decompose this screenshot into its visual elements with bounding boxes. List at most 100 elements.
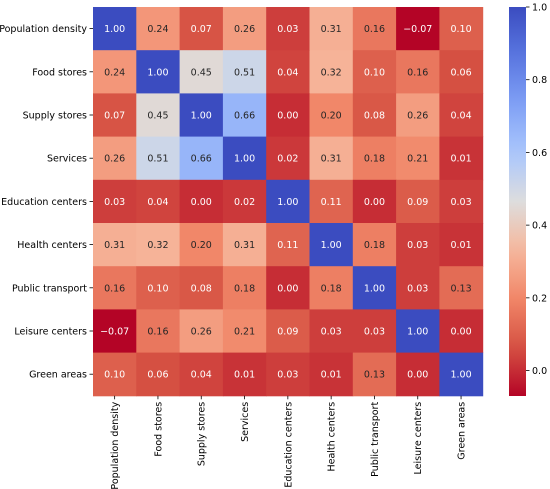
heatmap-cell: [136, 309, 181, 354]
y-axis-tick-labels: Population density Food stores Supply stor…: [0, 24, 93, 381]
heatmap-cell: [266, 309, 310, 354]
cell-value-label: 0.03: [450, 197, 471, 208]
cell-value-label: 0.01: [234, 370, 255, 381]
heatmap-cell: [309, 352, 354, 397]
heatmap-cell: [136, 352, 181, 397]
cell-value-label: 0.02: [277, 154, 298, 165]
heatmap-cell: [222, 50, 267, 94]
y-tick-label: Health centers: [17, 240, 87, 251]
cell-value-label: 1.00: [407, 327, 428, 338]
cell-value-label: 0.18: [234, 283, 255, 294]
y-tick-label: Population density: [0, 24, 87, 35]
y-tick-label: Education centers: [1, 197, 87, 208]
heatmap-cell: [439, 179, 484, 224]
heatmap-cell: [352, 179, 397, 224]
heatmap-cell: [179, 309, 224, 354]
heatmap-cell: [352, 136, 397, 181]
cell-value-label: 0.26: [407, 111, 428, 122]
heatmap-cell: [179, 136, 224, 181]
cell-value-label: 1.00: [321, 240, 342, 251]
cell-value-label: 0.03: [364, 327, 385, 338]
y-tick-label: Public transport: [12, 283, 87, 294]
cell-value-label: 0.01: [321, 370, 342, 381]
cell-value-label: 1.00: [147, 67, 168, 78]
y-tick-label: Supply stores: [23, 111, 87, 122]
x-tick-label: Food stores: [153, 402, 164, 457]
heatmap-cell: [396, 50, 440, 94]
heatmap-cell: [352, 7, 397, 51]
heatmap-cell: [222, 223, 267, 267]
heatmap-cell: [179, 7, 224, 51]
heatmap-cell: [93, 93, 137, 138]
heatmap-cell: [93, 136, 137, 181]
cell-value-label: 0.07: [191, 24, 212, 35]
heatmap-cell: [93, 50, 137, 94]
heatmap-cell: [266, 352, 310, 397]
heatmap-cell: [136, 7, 181, 51]
cell-value-label: 0.01: [450, 240, 471, 251]
cell-value-label: 0.20: [321, 111, 342, 122]
cell-value-label: 0.04: [191, 370, 212, 381]
x-tick-label: Green areas: [457, 402, 468, 460]
heatmap-cell: [266, 7, 310, 51]
x-tick-label: Population density: [110, 401, 121, 489]
heatmap-cell: [309, 309, 354, 354]
heatmap-cell: [266, 223, 310, 267]
cell-value-label: 0.31: [234, 240, 255, 251]
cell-value-label: 0.51: [147, 154, 168, 165]
cell-value-label: 1.00: [191, 111, 212, 122]
heatmap-cell: [266, 136, 310, 181]
y-tick-label: Food stores: [32, 67, 87, 78]
heatmap-cell: [396, 223, 440, 267]
cell-value-label: 0.20: [191, 240, 212, 251]
cell-value-label: 0.09: [277, 327, 298, 338]
heatmap-cell: [136, 50, 181, 94]
cell-value-label: 0.31: [321, 24, 342, 35]
colorbar-tick-label: 1.0: [532, 3, 547, 14]
cell-value-label: 0.21: [407, 154, 428, 165]
heatmap-cell: [352, 93, 397, 138]
heatmap-cell: [93, 352, 137, 397]
cell-value-label: 0.07: [104, 111, 125, 122]
cell-value-label: 0.26: [191, 327, 212, 338]
x-tick-label: Public transport: [370, 402, 381, 477]
colorbar: 0.0 0.2 0.4 0.6 0.8 1.0: [509, 3, 547, 396]
heatmap-cell: [439, 352, 484, 397]
cell-value-label: 0.10: [104, 370, 125, 381]
heatmap-cell: [136, 266, 181, 310]
heatmap-cell: [396, 136, 440, 181]
heatmap-cell: [439, 50, 484, 94]
cell-value-label: 0.00: [450, 327, 471, 338]
cell-value-label: 0.18: [364, 154, 385, 165]
cell-value-label: 0.04: [450, 111, 471, 122]
cell-value-label: 0.08: [364, 111, 385, 122]
heatmap-cell: [439, 266, 484, 310]
cell-value-label: 0.01: [450, 154, 471, 165]
heatmap-cells: 1.00 0.24 0.07 0.26 0.03 0.31 0.16 −0.07 0.10 0.2…: [93, 7, 484, 397]
cell-value-label: 0.03: [407, 240, 428, 251]
heatmap-cell: [222, 93, 267, 138]
x-tick-label: Education centers: [283, 402, 294, 488]
colorbar-tick-label: 0.0: [532, 366, 547, 377]
cell-value-label: 0.11: [321, 197, 342, 208]
cell-value-label: 0.66: [191, 154, 212, 165]
cell-value-label: 0.13: [450, 283, 471, 294]
heatmap-cell: [352, 50, 397, 94]
heatmap-cell: [352, 266, 397, 310]
cell-value-label: 0.66: [234, 111, 255, 122]
heatmap-cell: [396, 266, 440, 310]
cell-value-label: 0.10: [147, 283, 168, 294]
cell-value-label: 0.18: [321, 283, 342, 294]
cell-value-label: 0.00: [277, 111, 298, 122]
heatmap-cell: [266, 50, 310, 94]
cell-value-label: 0.24: [104, 67, 125, 78]
cell-value-label: 0.06: [450, 67, 471, 78]
cell-value-label: 0.09: [407, 197, 428, 208]
heatmap-cell: [439, 7, 484, 51]
colorbar-tick-label: 0.8: [532, 75, 547, 86]
cell-value-label: 0.18: [364, 240, 385, 251]
heatmap-cell: [93, 309, 137, 354]
heatmap-cell: [222, 7, 267, 51]
cell-value-label: 0.03: [277, 24, 298, 35]
cell-value-label: 0.03: [277, 370, 298, 381]
